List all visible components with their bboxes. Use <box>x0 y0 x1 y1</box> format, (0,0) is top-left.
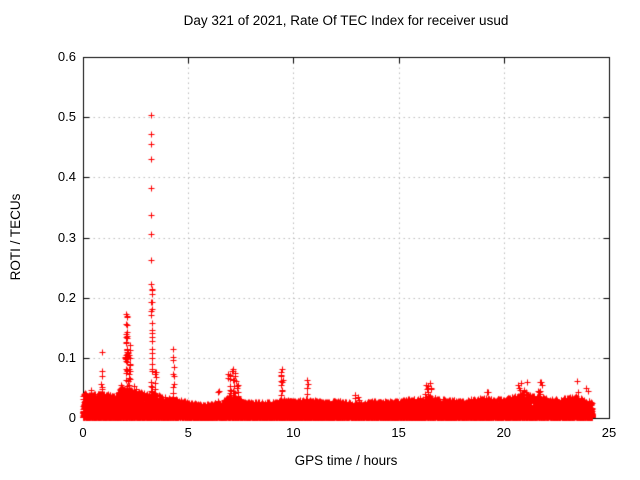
y-axis-label: ROTI / TECUs <box>8 193 23 281</box>
x-axis-label: GPS time / hours <box>294 453 398 468</box>
y-tick-label: 0.4 <box>57 169 76 185</box>
x-tick-label: 20 <box>496 425 512 440</box>
x-tick-label: 10 <box>286 425 301 440</box>
y-tick-label: 0.3 <box>57 229 76 245</box>
y-tick-label: 0.2 <box>57 289 76 305</box>
y-tick-label: 0 <box>68 410 76 425</box>
y-tick-label: 0.1 <box>57 349 76 365</box>
y-tick-label: 0.5 <box>57 109 76 125</box>
y-tick-label: 0.6 <box>57 49 76 64</box>
x-tick-label: 5 <box>184 425 192 440</box>
x-tick-label: 25 <box>601 425 617 440</box>
x-tick-label: 15 <box>391 425 406 440</box>
chart-title: Day 321 of 2021, Rate Of TEC Index for r… <box>183 13 509 28</box>
x-tick-label: 0 <box>79 425 87 440</box>
